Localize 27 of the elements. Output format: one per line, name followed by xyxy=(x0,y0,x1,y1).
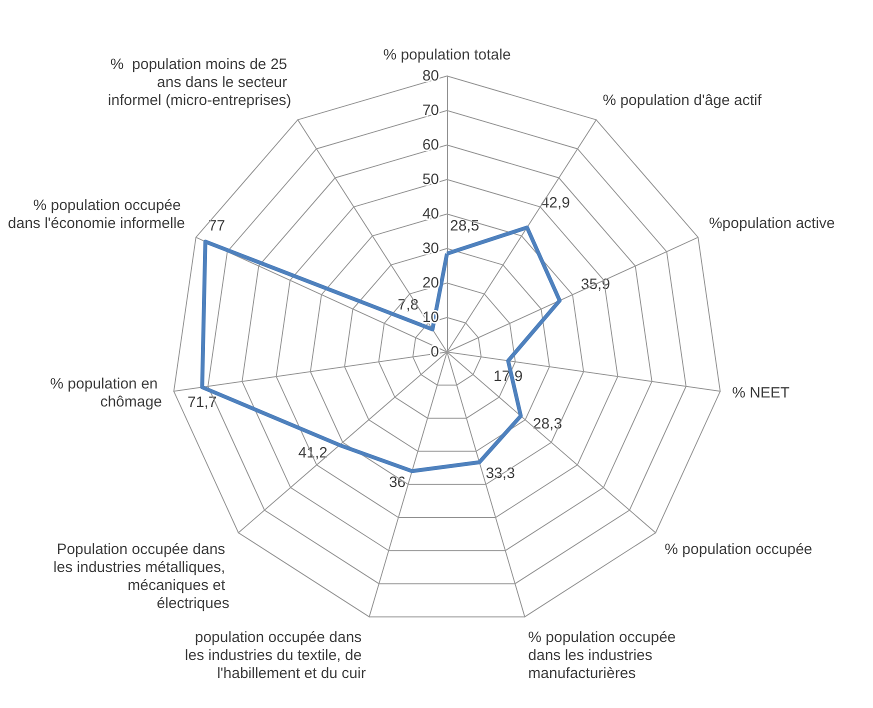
data-label: 36 xyxy=(388,474,406,492)
spoke-label: % population occupée xyxy=(664,541,812,558)
data-label: 42,9 xyxy=(540,194,570,212)
data-label: 77 xyxy=(208,218,226,235)
spoke-label: % population occupée dans les industries manufacturières xyxy=(528,628,680,682)
data-label: 28,3 xyxy=(532,415,562,432)
spoke-label: % population occupée dans l'économie informelle xyxy=(8,196,186,232)
data-label: 71,7 xyxy=(188,394,217,412)
spoke-label: % NEET xyxy=(732,384,790,402)
spoke-label: % population moins de 25 ans dans le secteur informel (micro-entreprises) xyxy=(108,56,292,110)
spoke-label: %population active xyxy=(708,214,835,232)
spoke-label: % population totale xyxy=(383,46,511,64)
y-tick-label: 30 xyxy=(422,240,439,257)
data-label: 33,3 xyxy=(486,465,515,482)
spoke-label: % population en chômage xyxy=(50,375,162,410)
y-tick-label: 50 xyxy=(422,171,439,188)
spoke-label: population occupée dans les industries du textile, de l'habillement et du cuir xyxy=(184,628,366,682)
data-label: 41,2 xyxy=(298,444,328,462)
y-tick-label: 80 xyxy=(422,68,439,84)
y-tick-label: 60 xyxy=(422,136,439,154)
y-tick-label: 40 xyxy=(422,206,439,222)
y-tick-label: 70 xyxy=(422,102,439,119)
spoke-label: Population occupée dans les industries métalliques, mécaniques et électriques xyxy=(53,541,230,612)
spoke-label: % population d'âge actif xyxy=(602,92,762,110)
y-tick-label: 0 xyxy=(430,344,439,360)
y-tick-label: 20 xyxy=(422,274,439,292)
data-label: 28,5 xyxy=(450,218,480,235)
